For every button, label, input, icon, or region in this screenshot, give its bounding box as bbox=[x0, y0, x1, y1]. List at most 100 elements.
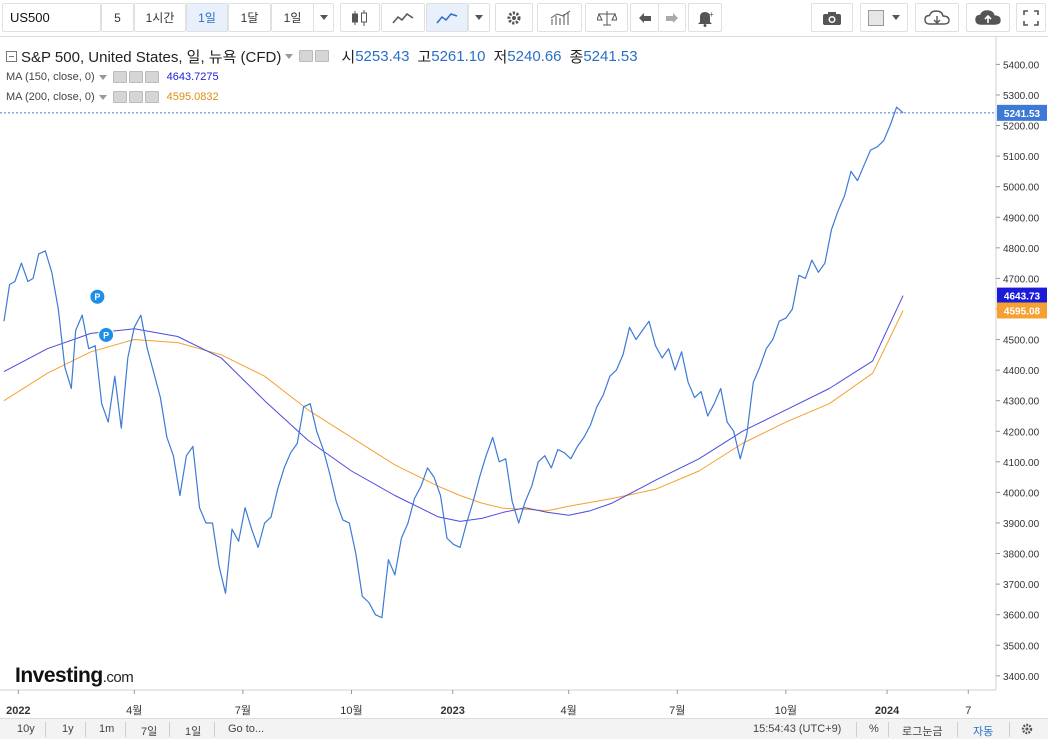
interval-1d-button[interactable]: 1일 bbox=[186, 3, 228, 32]
y-tick-label: 4000.00 bbox=[1003, 488, 1040, 499]
alert-button[interactable]: + bbox=[688, 3, 722, 32]
event-marker-circle[interactable] bbox=[89, 288, 106, 305]
gear-icon[interactable] bbox=[128, 71, 143, 83]
x-tick-label: 10월 bbox=[775, 704, 797, 717]
y-tick-label: 4400.00 bbox=[1003, 366, 1040, 377]
event-marker-label: P bbox=[94, 292, 100, 302]
settings-gear-icon[interactable] bbox=[1020, 722, 1034, 736]
interval-more-button[interactable]: 1일 bbox=[271, 3, 314, 32]
redo-button[interactable] bbox=[658, 3, 686, 32]
line-chart-button[interactable] bbox=[426, 3, 468, 32]
screenshot-button[interactable] bbox=[811, 3, 853, 32]
range-1d-button[interactable]: 1일 bbox=[185, 726, 202, 738]
divider bbox=[957, 722, 958, 737]
alert-bell-icon: + bbox=[698, 10, 714, 27]
ma200-label: MA (200, close, 0) bbox=[6, 91, 95, 103]
compare-button[interactable] bbox=[585, 3, 628, 32]
interval-dropdown-button[interactable] bbox=[313, 3, 334, 32]
y-tick-label: 5200.00 bbox=[1003, 122, 1040, 133]
area-chart-button[interactable] bbox=[381, 3, 425, 32]
high-label: 고 bbox=[417, 48, 432, 66]
top-toolbar: US500 5 1시간 1일 1달 1일 + bbox=[0, 0, 1048, 37]
event-marker-circle[interactable] bbox=[98, 326, 115, 343]
chevron-down-icon[interactable] bbox=[98, 94, 107, 100]
interval-1mo-button[interactable]: 1달 bbox=[228, 3, 271, 32]
collapse-square-icon[interactable] bbox=[6, 50, 17, 62]
undo-icon bbox=[638, 12, 651, 23]
ma150-value: 4643.7275 bbox=[166, 71, 219, 83]
ma150-label: MA (150, close, 0) bbox=[6, 71, 95, 83]
undo-button[interactable] bbox=[630, 3, 659, 32]
eye-icon[interactable] bbox=[299, 50, 314, 62]
chevron-down-icon bbox=[319, 15, 328, 20]
gear-icon[interactable] bbox=[128, 91, 143, 103]
x-tick-label: 7 bbox=[965, 705, 971, 717]
ma200-series-line bbox=[3, 310, 904, 512]
low-value: 5240.66 bbox=[507, 47, 562, 65]
log-scale-toggle[interactable]: 로그눈금 bbox=[902, 726, 943, 738]
close-icon[interactable] bbox=[144, 71, 159, 83]
price-tag-label: 4595.08 bbox=[1004, 306, 1041, 317]
y-tick-label: 5300.00 bbox=[1003, 91, 1040, 102]
price-axis[interactable]: 3400.00 3500.00 3600.00 3700.00 3800.00 3900.… bbox=[996, 60, 1040, 683]
chevron-down-icon bbox=[475, 15, 483, 20]
range-1m-button[interactable]: 1m bbox=[99, 723, 115, 735]
area-chart-icon bbox=[392, 12, 414, 23]
range-10y-button[interactable]: 10y bbox=[17, 723, 35, 735]
camera-icon bbox=[823, 11, 841, 25]
y-tick-label: 4100.00 bbox=[1003, 458, 1040, 469]
interval-1h-button[interactable]: 1시간 bbox=[134, 3, 186, 32]
color-picker-button[interactable] bbox=[860, 3, 908, 32]
chevron-down-icon[interactable] bbox=[285, 53, 294, 59]
price-chart[interactable]: 3400.00 3500.00 3600.00 3700.00 3800.00 3900.… bbox=[0, 37, 1048, 718]
symbol-input[interactable]: US500 bbox=[2, 3, 101, 32]
x-tick-label: 7월 bbox=[235, 704, 251, 717]
goto-date-button[interactable]: Go to... bbox=[228, 723, 265, 735]
range-1y-button[interactable]: 1y bbox=[62, 723, 74, 735]
cloud-save-button[interactable] bbox=[966, 3, 1010, 32]
price-tag-background bbox=[997, 302, 1047, 319]
divider bbox=[125, 722, 126, 737]
fullscreen-icon bbox=[1023, 9, 1039, 26]
legend-ma200-row: MA (200, close, 0) 4595.0832 bbox=[6, 87, 638, 107]
cloud-load-button[interactable] bbox=[915, 3, 959, 32]
close-label: 종 bbox=[569, 48, 584, 66]
settings-button[interactable] bbox=[495, 3, 533, 32]
price-tags: 5241.53 4643.73 4595.08 bbox=[997, 104, 1047, 319]
chart-type-dropdown[interactable] bbox=[468, 3, 490, 32]
color-square-icon bbox=[868, 9, 884, 26]
divider bbox=[169, 722, 170, 737]
investing-logo: Investing.com bbox=[15, 664, 134, 688]
interval-5-button[interactable]: 5 bbox=[101, 3, 134, 32]
redo-icon bbox=[666, 12, 678, 23]
close-icon[interactable] bbox=[144, 91, 159, 103]
candlestick-chart-button[interactable] bbox=[340, 3, 380, 32]
high-value: 5261.10 bbox=[431, 47, 486, 65]
svg-text:+: + bbox=[709, 10, 714, 19]
settings-gear-icon bbox=[507, 11, 521, 24]
y-tick-label: 3700.00 bbox=[1003, 580, 1040, 591]
y-tick-label: 3800.00 bbox=[1003, 550, 1040, 561]
logo-suffix: .com bbox=[102, 669, 134, 686]
ma200-value: 4595.0832 bbox=[166, 91, 219, 103]
event-markers: PP bbox=[89, 288, 115, 343]
logo-main: Investing bbox=[15, 664, 103, 687]
fullscreen-button[interactable] bbox=[1016, 3, 1046, 32]
eye-icon[interactable] bbox=[112, 71, 127, 83]
gear-icon[interactable] bbox=[315, 50, 330, 62]
y-tick-label: 4800.00 bbox=[1003, 244, 1040, 255]
line-chart-icon bbox=[436, 12, 458, 23]
percent-scale-toggle[interactable]: % bbox=[869, 723, 879, 735]
time-axis[interactable]: 2022 4월 7월 10월 2023 4월 7월 10월 2024 7 bbox=[6, 690, 971, 717]
eye-icon[interactable] bbox=[112, 91, 127, 103]
chevron-down-icon[interactable] bbox=[98, 74, 107, 80]
indicators-button[interactable] bbox=[537, 3, 582, 32]
y-tick-label: 3500.00 bbox=[1003, 641, 1040, 652]
divider bbox=[45, 722, 46, 737]
auto-scale-toggle[interactable]: 자동 bbox=[973, 726, 994, 738]
compare-scale-icon bbox=[596, 10, 617, 25]
x-tick-label: 2024 bbox=[875, 705, 900, 717]
range-7d-button[interactable]: 7일 bbox=[141, 726, 158, 738]
open-label: 시 bbox=[341, 48, 356, 66]
low-label: 저 bbox=[493, 48, 508, 66]
